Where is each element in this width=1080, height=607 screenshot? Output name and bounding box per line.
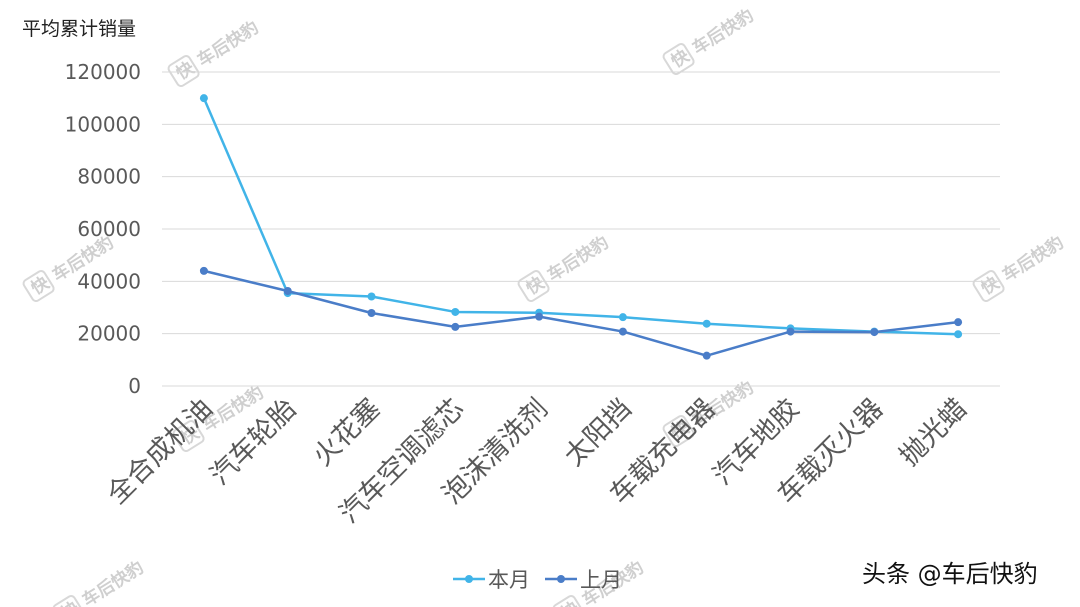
data-point [367, 292, 376, 301]
watermark-text: 车后快豹 [999, 232, 1068, 286]
watermark-badge-text: 快 [57, 597, 83, 607]
series-上月 [199, 266, 963, 360]
gridlines [162, 71, 1000, 387]
x-tick-label: 太阳挡 [559, 393, 638, 472]
watermark-badge-icon [172, 419, 205, 453]
series-本月 [199, 94, 963, 339]
watermark-badge-icon [517, 269, 550, 303]
data-point [618, 327, 627, 336]
watermark-badge-icon [22, 269, 55, 303]
data-point [618, 313, 627, 322]
legend-item: 上月 [545, 568, 622, 592]
y-tick-label: 40000 [77, 269, 141, 293]
legend-marker [465, 575, 473, 583]
watermark-text: 车后快豹 [194, 17, 263, 71]
watermark-badge-icon [972, 269, 1005, 303]
x-tick-label: 全合成机油 [101, 393, 218, 510]
source-credit: 头条 @车后快豹 [862, 560, 1038, 588]
legend-label: 本月 [488, 568, 530, 592]
watermark-badge-icon [552, 594, 585, 607]
data-point [954, 330, 963, 339]
y-tick-label: 100000 [65, 112, 141, 136]
data-point [702, 319, 711, 328]
y-tick-label: 20000 [77, 322, 141, 346]
data-point [283, 287, 292, 296]
watermark-badge-icon [662, 42, 695, 76]
y-tick-label: 0 [128, 374, 141, 398]
watermark-text: 车后快豹 [544, 232, 613, 286]
x-tick-label: 火花塞 [307, 393, 386, 472]
legend-marker [557, 575, 565, 583]
series-layer [199, 94, 963, 360]
data-point [451, 307, 460, 316]
series-line [203, 269, 959, 357]
y-tick-label: 120000 [65, 60, 141, 84]
data-point [199, 94, 208, 103]
legend-label: 上月 [580, 568, 622, 592]
data-point [451, 322, 460, 331]
watermark-layer: 快车后快豹快车后快豹快车后快豹快车后快豹快车后快豹快车后快豹快车后快豹快车后快豹… [22, 5, 1068, 607]
data-point [535, 312, 544, 321]
watermark-badge-icon [52, 594, 85, 607]
legend-item: 本月 [453, 568, 530, 592]
data-point [199, 266, 208, 275]
x-tick-label: 抛光蜡 [894, 393, 973, 472]
watermark-badge-icon [167, 54, 200, 88]
watermark-badge-text: 快 [557, 597, 583, 607]
watermark-text: 车后快豹 [79, 557, 148, 607]
legend: 本月 上月 [453, 568, 622, 592]
series-line [202, 97, 959, 336]
y-axis-label: 平均累计销量 [22, 18, 136, 40]
data-point [870, 328, 879, 337]
y-tick-label: 60000 [77, 217, 141, 241]
data-point [954, 318, 963, 327]
data-point [367, 308, 376, 317]
watermark-text: 车后快豹 [689, 5, 758, 59]
watermark-badge-icon [662, 414, 695, 448]
data-point [702, 351, 711, 360]
data-point [786, 327, 795, 336]
y-axis-ticks: 0 20000 40000 60000 80000 100000 120000 [65, 60, 141, 398]
y-tick-label: 80000 [77, 165, 141, 189]
